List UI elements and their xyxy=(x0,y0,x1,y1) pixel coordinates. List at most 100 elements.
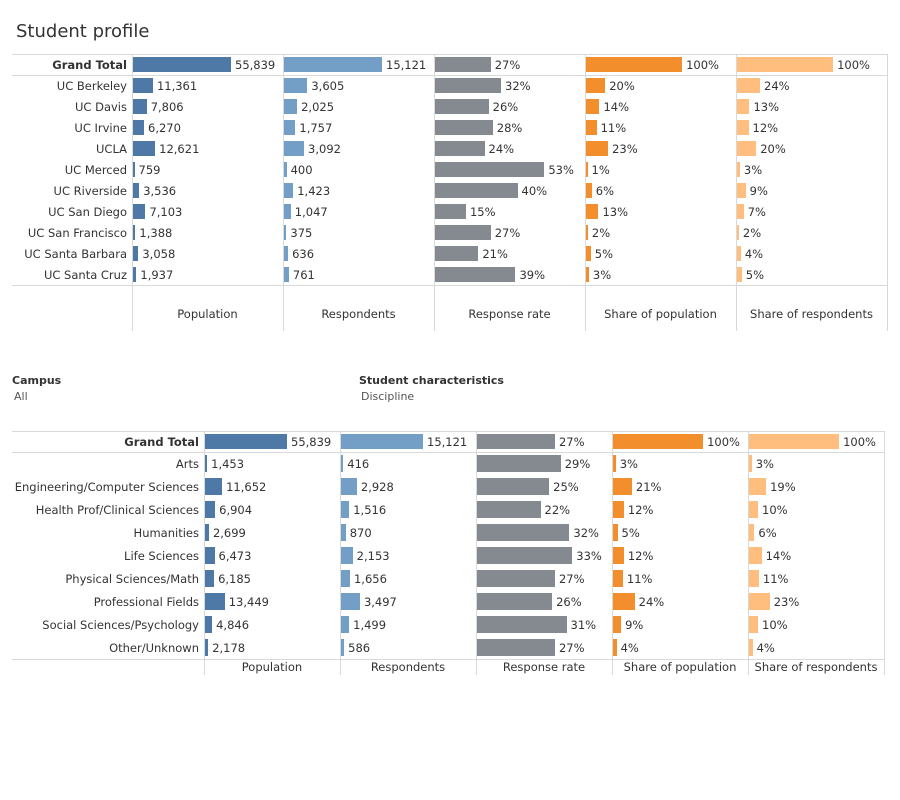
value-respondents: 375 xyxy=(290,225,313,240)
value-response-rate: 27% xyxy=(494,225,521,240)
value-response-rate: 26% xyxy=(556,594,582,609)
value-population: 3,058 xyxy=(142,246,176,261)
bar-response-rate xyxy=(435,162,545,177)
bar-response-rate xyxy=(435,225,491,240)
value-share-respondents: 10% xyxy=(762,502,788,517)
student-characteristics-filter-value[interactable]: Discipline xyxy=(361,390,415,403)
row-label: UC Davis xyxy=(75,99,127,114)
bar-share-respondents xyxy=(749,593,770,610)
value-share-population: 9% xyxy=(625,617,644,632)
bar-share-population xyxy=(586,204,599,219)
bar-share-population xyxy=(613,524,618,541)
column-divider xyxy=(884,431,885,675)
value-share-population: 23% xyxy=(612,141,638,156)
value-response-rate: 29% xyxy=(564,456,591,471)
column-divider xyxy=(585,54,586,331)
bar-response-rate xyxy=(477,570,555,587)
value-population: 13,449 xyxy=(228,594,269,609)
bar-population xyxy=(205,639,209,656)
value-respondents: 636 xyxy=(292,246,315,261)
value-respondents: 1,516 xyxy=(353,502,387,517)
value-respondents: 416 xyxy=(347,456,370,471)
bar-share-respondents xyxy=(749,547,762,564)
value-respondents: 2,025 xyxy=(301,99,335,114)
value-response-rate: 32% xyxy=(573,525,599,540)
row-label: UC Berkeley xyxy=(56,78,127,93)
bar-population xyxy=(133,267,137,282)
bar-respondents xyxy=(341,570,350,587)
bar-share-population xyxy=(613,639,617,656)
bar-response-rate xyxy=(435,78,502,93)
value-share-population: 5% xyxy=(621,525,640,540)
bar-respondents xyxy=(284,141,305,156)
bar-share-respondents xyxy=(749,434,840,449)
grand-total-label: Grand Total xyxy=(124,434,199,449)
bar-respondents xyxy=(284,57,382,72)
column-header-respondents: Respondents xyxy=(321,307,396,321)
bar-respondents xyxy=(341,455,344,472)
column-header-share-respondents: Share of respondents xyxy=(750,307,873,321)
value-population: 6,185 xyxy=(218,571,252,586)
bar-share-population xyxy=(613,455,616,472)
campus-filter-value[interactable]: All xyxy=(14,390,28,403)
bar-share-population xyxy=(586,120,597,135)
bar-response-rate xyxy=(477,593,553,610)
value-share-respondents: 13% xyxy=(753,99,780,114)
value-respondents: 1,656 xyxy=(353,571,387,586)
value-share-population: 21% xyxy=(635,479,662,494)
bar-population xyxy=(133,225,136,240)
row-label: Humanities xyxy=(133,525,199,540)
value-response-rate: 27% xyxy=(558,434,585,449)
bar-response-rate xyxy=(435,57,491,72)
bar-response-rate xyxy=(477,524,570,541)
value-share-respondents: 6% xyxy=(758,525,777,540)
value-share-population: 5% xyxy=(594,246,614,261)
bar-respondents xyxy=(341,524,346,541)
campus-filter-label: Campus xyxy=(12,374,62,387)
bar-share-respondents xyxy=(737,267,742,282)
bar-response-rate xyxy=(435,204,466,219)
bar-population xyxy=(205,501,216,518)
value-share-respondents: 7% xyxy=(747,204,766,219)
row-label: UCLA xyxy=(96,141,127,156)
bar-share-population xyxy=(586,246,591,261)
bar-share-respondents xyxy=(737,162,740,177)
bar-share-respondents xyxy=(737,183,746,198)
value-respondents: 15,121 xyxy=(386,57,427,72)
bar-share-population xyxy=(613,478,632,495)
value-share-population: 6% xyxy=(595,183,614,198)
row-label: Health Prof/Clinical Sciences xyxy=(35,502,199,517)
bar-respondents xyxy=(341,593,360,610)
bar-respondents xyxy=(284,162,287,177)
value-share-population: 100% xyxy=(707,434,740,449)
column-divider xyxy=(736,54,737,331)
bar-respondents xyxy=(341,616,350,633)
value-population: 2,699 xyxy=(212,525,246,540)
value-respondents: 1,757 xyxy=(299,120,333,135)
bar-share-population xyxy=(613,434,704,449)
value-respondents: 400 xyxy=(290,162,313,177)
bar-response-rate xyxy=(435,267,516,282)
bar-respondents xyxy=(284,246,289,261)
value-respondents: 3,092 xyxy=(308,141,341,156)
value-response-rate: 24% xyxy=(488,141,515,156)
bar-share-population xyxy=(586,183,592,198)
bar-population xyxy=(205,434,287,449)
row-label: Engineering/Computer Sciences xyxy=(14,479,199,494)
bar-share-respondents xyxy=(749,478,767,495)
bar-respondents xyxy=(341,639,345,656)
row-label: Physical Sciences/Math xyxy=(65,571,199,586)
value-population: 6,904 xyxy=(219,502,253,517)
value-respondents: 1,499 xyxy=(353,617,387,632)
bar-respondents xyxy=(341,501,350,518)
bar-response-rate xyxy=(435,246,479,261)
value-response-rate: 27% xyxy=(558,640,585,655)
value-response-rate: 21% xyxy=(482,246,508,261)
value-response-rate: 28% xyxy=(496,120,523,135)
bar-population xyxy=(205,547,215,564)
bar-share-respondents xyxy=(749,455,752,472)
row-label: Arts xyxy=(175,456,199,471)
bar-share-population xyxy=(613,547,624,564)
bar-share-respondents xyxy=(737,78,761,93)
table-top-rule xyxy=(12,54,887,55)
